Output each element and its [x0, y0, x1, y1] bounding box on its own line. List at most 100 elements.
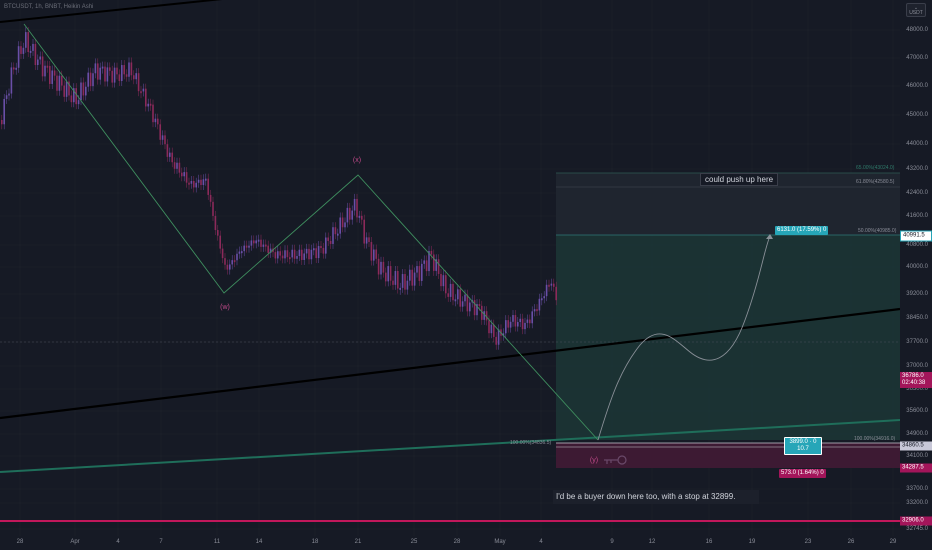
candle — [142, 88, 145, 92]
candle — [250, 240, 253, 246]
candle — [447, 293, 449, 297]
fib-label-50: 50.00%(40985.0) — [858, 228, 897, 234]
candle — [541, 298, 543, 301]
candle — [548, 284, 550, 287]
candle — [106, 67, 109, 82]
wave-label-y: (y) — [589, 457, 599, 464]
fib-label-100-right: 100.00%(34916.0) — [854, 436, 896, 442]
candle — [116, 67, 118, 75]
time-tick: 23 — [804, 539, 812, 545]
candle — [356, 198, 358, 218]
price-chart[interactable] — [0, 0, 900, 536]
currency-badge[interactable]: ⌄ USDT — [906, 3, 926, 17]
candle — [257, 239, 260, 242]
candle — [41, 56, 44, 77]
candlestick-series — [1, 27, 557, 350]
candle — [397, 271, 399, 289]
candle — [545, 284, 548, 297]
candle — [65, 81, 68, 97]
annotation-buyer[interactable]: I'd be a buyer down here too, with a sto… — [553, 490, 759, 504]
candle — [421, 263, 423, 281]
level-price-tag: 32906.0 — [900, 516, 932, 526]
candle — [185, 172, 188, 183]
candle — [409, 269, 411, 281]
candle — [75, 88, 77, 105]
candle — [190, 180, 193, 184]
time-tick: 18 — [311, 539, 319, 545]
time-tick: 21 — [354, 539, 362, 545]
candle — [442, 275, 445, 287]
candle — [25, 32, 27, 48]
candle — [303, 253, 305, 260]
candle — [337, 233, 339, 236]
candle — [387, 266, 389, 282]
candle — [128, 62, 130, 77]
time-axis[interactable]: 28 Apr 4 7 11 14 18 21 25 28 May 4 9 12 16 19 23 26 29 — [0, 536, 932, 550]
candle — [370, 242, 373, 261]
candle — [529, 319, 531, 324]
projection-arrow-icon — [766, 234, 773, 239]
price-tick: 48000.0 — [906, 27, 928, 33]
candle — [262, 244, 265, 247]
candle — [286, 250, 289, 258]
price-axis[interactable]: 48000.0 47000.0 46000.0 45000.0 44000.0 43200… — [900, 0, 932, 536]
projection-curve[interactable] — [597, 235, 771, 441]
candle — [212, 201, 214, 216]
candle — [457, 289, 459, 300]
price-tick: 42400.0 — [906, 190, 928, 196]
candle — [464, 294, 466, 302]
price-tick: 33200.0 — [906, 500, 928, 506]
candle — [382, 261, 385, 273]
candle — [320, 246, 322, 249]
wave-label-x: (x) — [352, 157, 362, 164]
candle — [195, 182, 197, 188]
countdown-value: 02:40:38 — [902, 380, 926, 386]
candle — [433, 254, 435, 271]
candle — [22, 47, 25, 54]
candle — [221, 248, 224, 259]
lower-trendline[interactable] — [0, 307, 900, 420]
candle — [394, 271, 397, 285]
candle — [137, 73, 140, 92]
candle — [101, 66, 104, 69]
candle — [226, 264, 229, 270]
candle — [361, 215, 363, 220]
candle — [274, 252, 277, 259]
candle — [505, 320, 507, 334]
candle — [209, 194, 212, 202]
candle — [495, 336, 497, 345]
price-tick: 33700.0 — [906, 486, 928, 492]
candle — [349, 207, 351, 220]
annotation-push-up[interactable]: could push up here — [700, 173, 779, 186]
candle — [497, 329, 500, 345]
candle — [509, 321, 512, 328]
candle — [555, 286, 557, 301]
candle — [123, 65, 125, 75]
candle — [157, 118, 159, 125]
price-tick: 47000.0 — [906, 55, 928, 61]
candle — [351, 210, 353, 220]
candle — [166, 144, 169, 157]
candle — [85, 86, 87, 96]
upper-trendline[interactable] — [0, 0, 232, 23]
currency-badge-text: USDT — [909, 10, 923, 16]
candle — [233, 260, 236, 263]
candle — [454, 299, 457, 302]
candle — [553, 283, 555, 287]
candle — [181, 172, 183, 177]
candle — [507, 320, 509, 328]
candle — [296, 256, 298, 259]
candle — [430, 250, 433, 255]
wave-path[interactable] — [23, 23, 599, 441]
candle — [459, 289, 461, 307]
candle — [490, 324, 493, 334]
green-trendline[interactable] — [0, 419, 900, 473]
candle — [481, 305, 483, 320]
candle — [452, 283, 454, 301]
candle — [332, 227, 334, 244]
candle — [236, 253, 238, 261]
entry-qty-line2: 10.7 — [797, 446, 809, 452]
price-tick: 36300.0 — [906, 386, 928, 392]
time-tick: 9 — [610, 539, 614, 545]
